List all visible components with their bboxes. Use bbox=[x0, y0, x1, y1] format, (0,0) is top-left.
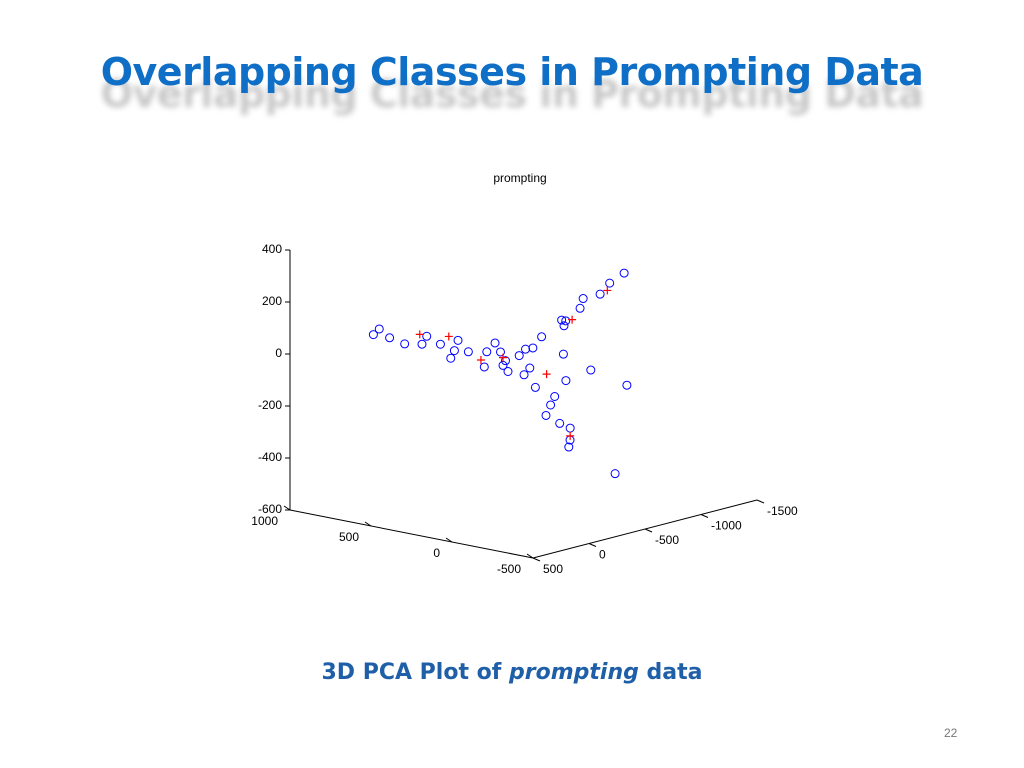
point bbox=[385, 333, 395, 343]
chart-title: prompting bbox=[493, 171, 546, 185]
y-tick bbox=[532, 557, 541, 562]
z-tick-label: 0 bbox=[275, 346, 282, 360]
point bbox=[476, 356, 485, 365]
point bbox=[603, 286, 612, 295]
caption-text: data bbox=[646, 660, 703, 685]
y-tick-label: 500 bbox=[543, 562, 563, 576]
point bbox=[564, 442, 574, 452]
x-tick bbox=[526, 553, 534, 559]
y-tick-label: -1500 bbox=[767, 504, 798, 518]
x-tick-label: -500 bbox=[497, 562, 521, 576]
y-tick-label: 0 bbox=[599, 548, 606, 562]
point bbox=[528, 343, 538, 353]
point bbox=[449, 346, 459, 356]
point bbox=[561, 376, 571, 386]
point bbox=[496, 347, 505, 357]
point bbox=[374, 324, 384, 334]
point bbox=[605, 278, 615, 288]
point bbox=[453, 335, 463, 345]
point bbox=[559, 321, 569, 331]
point bbox=[610, 469, 620, 479]
chart: prompting -600 -400 -200 0 200 400 -500 0 500 100… bbox=[251, 171, 798, 576]
point bbox=[537, 332, 547, 342]
x-tick-label: 1000 bbox=[251, 514, 278, 528]
point bbox=[417, 339, 427, 349]
point bbox=[368, 330, 378, 340]
x-tick-label: 0 bbox=[433, 546, 440, 560]
point bbox=[521, 344, 531, 354]
x-tick-label: 500 bbox=[339, 530, 359, 544]
point bbox=[525, 363, 535, 373]
caption-text: 3D PCA Plot of bbox=[321, 660, 502, 685]
z-tick-label: -600 bbox=[258, 502, 282, 516]
point bbox=[619, 268, 629, 278]
point bbox=[519, 370, 529, 380]
z-tick-label: -200 bbox=[258, 398, 282, 412]
y-tick bbox=[700, 514, 709, 518]
point bbox=[446, 353, 456, 363]
point bbox=[530, 382, 540, 392]
point bbox=[444, 332, 453, 341]
x-axis bbox=[289, 509, 534, 559]
caption-emphasis: prompting bbox=[509, 660, 639, 685]
y-tick bbox=[756, 499, 765, 504]
point bbox=[514, 351, 524, 361]
point bbox=[557, 315, 567, 325]
point bbox=[499, 353, 507, 362]
point bbox=[463, 347, 473, 357]
point bbox=[555, 418, 565, 428]
point bbox=[479, 362, 489, 372]
point bbox=[578, 294, 588, 304]
point bbox=[586, 365, 596, 375]
point bbox=[622, 380, 632, 390]
point bbox=[415, 330, 424, 339]
caption: 3D PCA Plot of prompting data bbox=[0, 660, 1024, 685]
point bbox=[550, 392, 560, 401]
point bbox=[546, 400, 556, 410]
y-tick-label: -500 bbox=[655, 533, 679, 547]
x-tick bbox=[364, 521, 372, 527]
point bbox=[435, 339, 445, 349]
point bbox=[561, 316, 571, 326]
x-tick bbox=[445, 537, 453, 543]
point bbox=[422, 331, 432, 341]
point bbox=[541, 410, 551, 420]
point bbox=[542, 370, 551, 379]
z-tick-label: 200 bbox=[262, 294, 282, 308]
point bbox=[595, 289, 605, 299]
point bbox=[565, 423, 575, 433]
point bbox=[568, 315, 577, 324]
point bbox=[575, 303, 585, 313]
y-tick-label: -1000 bbox=[711, 519, 742, 533]
page-number: 22 bbox=[944, 726, 958, 740]
slide-title: Overlapping Classes in Prompting Data bbox=[100, 50, 924, 94]
title-shadow: Overlapping Classes in Prompting Data bbox=[100, 72, 924, 116]
y-tick bbox=[588, 543, 597, 547]
z-tick-label: -400 bbox=[258, 450, 282, 464]
point bbox=[503, 367, 513, 376]
x-tick bbox=[283, 505, 291, 511]
point bbox=[490, 338, 500, 348]
point bbox=[558, 349, 568, 359]
point bbox=[400, 339, 410, 349]
y-tick bbox=[644, 528, 653, 533]
point bbox=[482, 347, 492, 357]
point bbox=[566, 431, 575, 440]
point bbox=[501, 356, 510, 366]
z-tick-label: 400 bbox=[262, 242, 282, 256]
